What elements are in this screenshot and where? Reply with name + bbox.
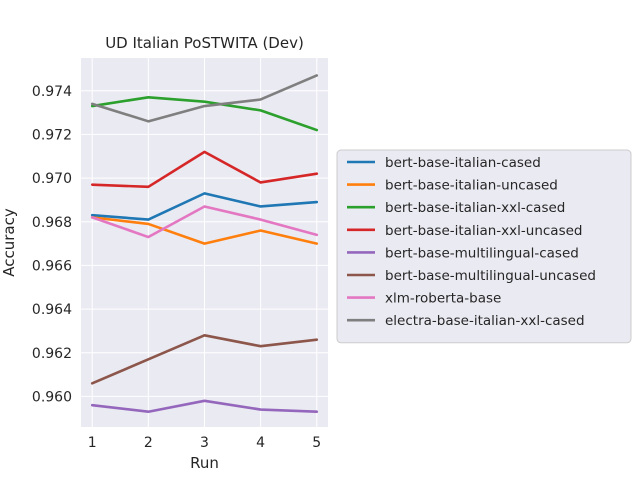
series-line [90, 216, 319, 245]
x-tick-label: 2 [144, 435, 153, 451]
legend-label: bert-base-italian-xxl-cased [385, 200, 565, 216]
y-tick-label: 0.970 [32, 171, 72, 187]
chart-title: UD Italian PoSTWITA (Dev) [105, 34, 304, 52]
series-line [90, 74, 319, 123]
y-tick-label: 0.962 [32, 346, 72, 362]
y-tick-label: 0.960 [32, 389, 72, 405]
x-tick-label: 1 [88, 435, 97, 451]
series-line [90, 205, 319, 239]
series-line [90, 150, 319, 189]
legend-label: bert-base-multilingual-cased [385, 245, 579, 261]
y-tick-label: 0.966 [32, 258, 72, 274]
series-line [90, 96, 319, 132]
legend-label: electra-base-italian-xxl-cased [385, 313, 585, 329]
y-axis-label: Accuracy [0, 208, 18, 277]
tick-labels: 1 2 3 4 5 0.960 0.962 0.964 0.966 0.968 0.970 0.972… [32, 84, 321, 451]
legend: bert-base-italian-cased bert-base-italian… [336, 149, 632, 344]
y-tick-label: 0.972 [32, 127, 72, 143]
x-axis-label: Run [190, 454, 219, 472]
y-tick-label: 0.968 [32, 215, 72, 231]
legend-box [336, 149, 632, 344]
x-tick-label: 5 [312, 435, 321, 451]
x-tick-label: 4 [256, 435, 265, 451]
legend-label: bert-base-italian-xxl-uncased [385, 223, 582, 239]
legend-label: bert-base-multilingual-uncased [385, 268, 596, 284]
series-line [90, 399, 319, 414]
series-line [90, 192, 319, 221]
legend-label: bert-base-italian-uncased [385, 178, 558, 194]
x-tick-label: 3 [200, 435, 209, 451]
y-tick-label: 0.974 [32, 84, 72, 100]
y-tick-label: 0.964 [32, 302, 72, 318]
legend-label: bert-base-italian-cased [385, 155, 541, 171]
legend-label: xlm-roberta-base [385, 291, 501, 307]
series-line [90, 333, 319, 385]
series-lines [90, 74, 319, 414]
